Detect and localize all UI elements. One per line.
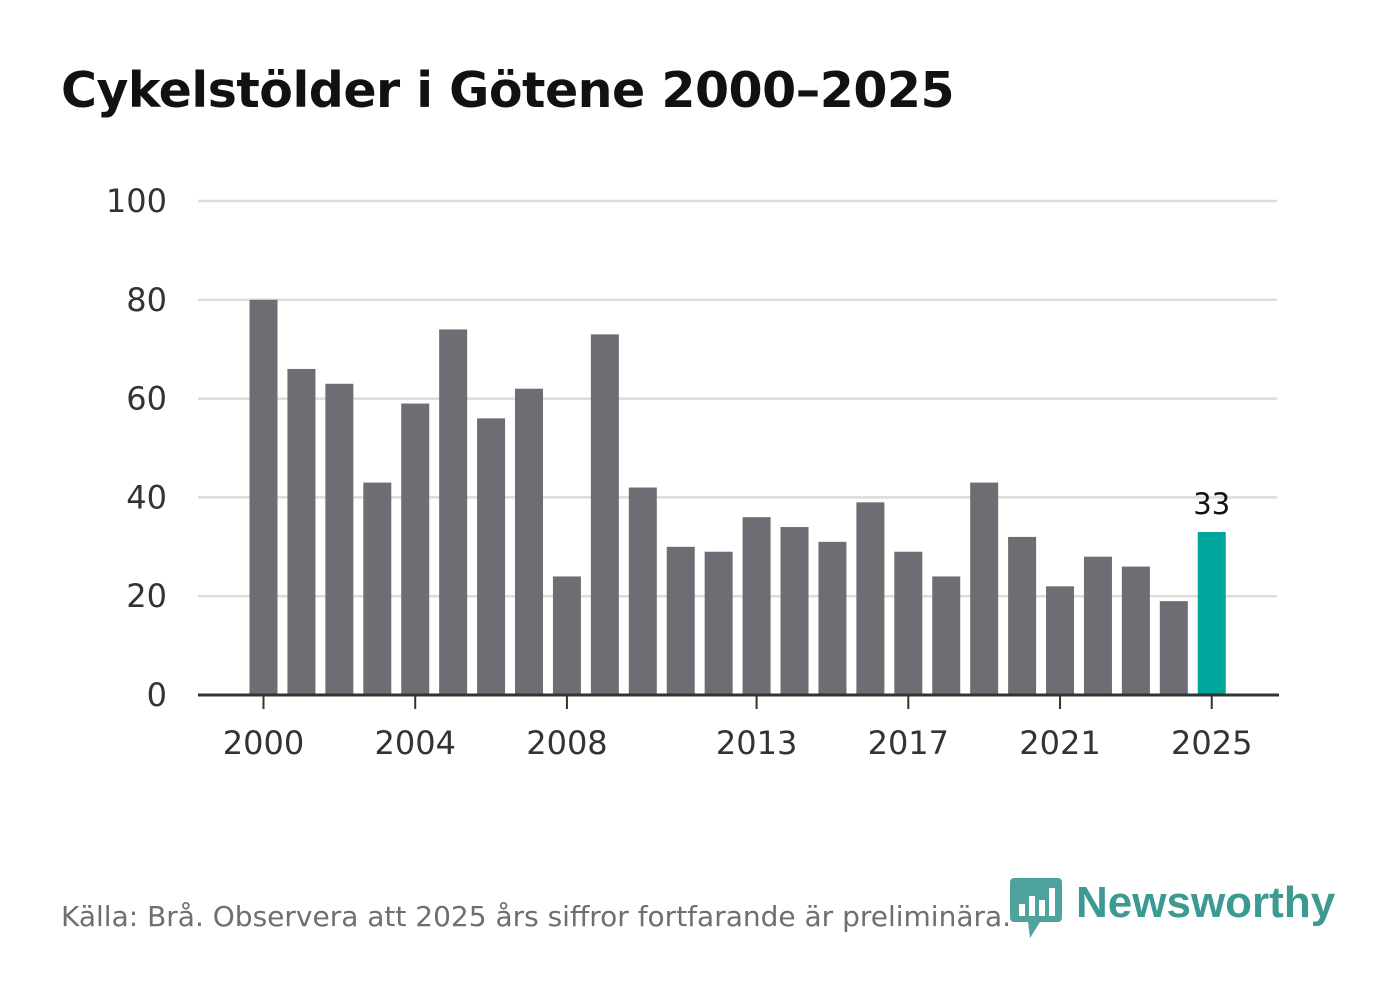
newsworthy-logo-text: Newsworthy: [1076, 878, 1336, 927]
bar-2022: [1083, 556, 1112, 695]
bar-2004: [401, 403, 430, 695]
y-tick-label-0: 0: [147, 676, 167, 714]
bar-2023: [1121, 566, 1150, 695]
x-tick-label-2013: 2013: [716, 724, 797, 762]
bar-2010: [628, 487, 657, 695]
x-tick-label-2021: 2021: [1019, 724, 1100, 762]
bar-2011: [666, 546, 695, 695]
bar-2000: [249, 299, 278, 695]
bar-2024: [1159, 601, 1188, 695]
bar-2008: [552, 576, 581, 695]
bar-2025: [1197, 531, 1226, 695]
bar-2020: [1008, 536, 1037, 695]
bar-2009: [590, 334, 619, 695]
x-tick-label-2004: 2004: [375, 724, 456, 762]
bar-2016: [856, 502, 885, 695]
y-tick-label-60: 60: [126, 380, 167, 418]
x-tick-label-2000: 2000: [223, 724, 304, 762]
chart-title: Cykelstölder i Götene 2000–2025: [61, 62, 955, 119]
bar-2007: [515, 388, 544, 695]
bar-2002: [325, 383, 354, 695]
newsworthy-logo-icon: [1010, 878, 1062, 938]
newsworthy-logo: Newsworthy: [1010, 878, 1335, 940]
bar-2001: [287, 368, 316, 695]
source-note: Källa: Brå. Observera att 2025 års siffr…: [61, 900, 1012, 933]
data-label-2025: 33: [1193, 487, 1230, 521]
x-tick-label-2017: 2017: [868, 724, 949, 762]
bar-2012: [704, 551, 733, 695]
x-tick-label-2008: 2008: [526, 724, 607, 762]
y-tick-label-20: 20: [126, 577, 167, 615]
bar-2005: [439, 329, 468, 695]
bar-2013: [742, 517, 771, 695]
bar-2006: [477, 418, 506, 695]
bar-2021: [1046, 586, 1075, 695]
y-tick-label-40: 40: [126, 478, 167, 516]
bar-2015: [818, 541, 847, 695]
bar-2017: [894, 551, 923, 695]
bar-2018: [932, 576, 961, 695]
x-tick-label-2025: 2025: [1171, 724, 1252, 762]
y-tick-label-80: 80: [126, 281, 167, 319]
y-tick-label-100: 100: [106, 182, 167, 220]
bar-2014: [780, 527, 809, 695]
bar-2003: [363, 482, 392, 695]
bar-2019: [970, 482, 999, 695]
